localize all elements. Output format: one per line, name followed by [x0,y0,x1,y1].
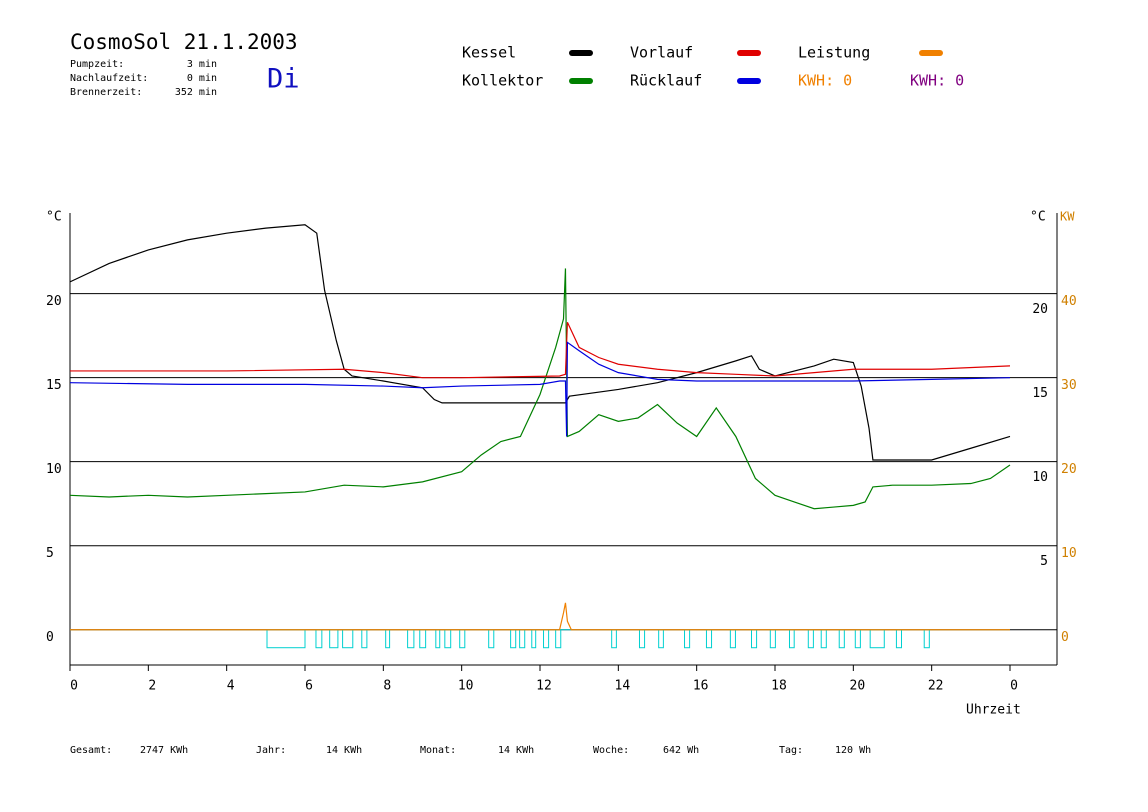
footer-value: 642 Wh [663,745,699,756]
footer-label: Woche: [593,745,629,756]
kwh-label: KWH: 0 [798,72,852,90]
footer-value: 14 KWh [326,745,362,756]
series-line [69,341,1011,437]
y2-axis-label: KW [1060,210,1075,224]
footer-value: 120 Wh [835,745,871,756]
x-tick-label: 0 [70,679,78,694]
y-right-tick-label: 15 [1032,386,1048,401]
y2-tick-label: 40 [1061,294,1077,309]
footer-label: Monat: [420,745,456,756]
series-line [70,602,1010,631]
x-tick-label: 10 [458,679,474,694]
y2-tick-label: 30 [1061,378,1077,393]
y-tick-label: 10 [46,462,62,477]
info-label: Pumpzeit: [70,59,124,70]
x-tick-label: 22 [928,679,944,694]
y2-tick-label: 10 [1061,546,1077,561]
series-line [69,268,1011,510]
kwh-label: KWH: 0 [910,72,964,90]
x-tick-label: 18 [771,679,787,694]
y2-tick-label: 0 [1061,630,1069,645]
info-label: Brennerzeit: [70,87,142,98]
weekday: Di [267,64,300,95]
footer-label: Gesamt: [70,745,112,756]
info-label: Nachlaufzeit: [70,73,148,84]
y-tick-label: 0 [46,630,54,645]
legend-label: Rücklauf [630,72,702,90]
y-tick-label: 5 [46,546,54,561]
footer-value: 14 KWh [498,745,534,756]
y-tick-label: 20 [46,294,62,309]
y-axis-label: °C [46,210,62,225]
x-tick-label: 2 [148,679,156,694]
info-value: 0 min [187,73,217,84]
x-axis-label: Uhrzeit [966,703,1021,718]
legend-label: Kollektor [462,72,543,90]
series-line [70,321,1011,379]
x-tick-label: 4 [227,679,235,694]
y-right-tick-label: 20 [1032,302,1048,317]
legend-label: Vorlauf [630,44,693,62]
legend-label: Leistung [798,44,870,62]
legend-label: Kessel [462,44,516,62]
footer-label: Jahr: [256,745,286,756]
x-tick-label: 16 [693,679,709,694]
x-tick-label: 8 [383,679,391,694]
y-tick-label: 15 [46,378,62,393]
footer-value: 2747 KWh [140,745,188,756]
x-tick-label: 12 [536,679,552,694]
info-value: 3 min [187,59,217,70]
info-value: 352 min [175,87,217,98]
x-tick-label: 20 [850,679,866,694]
x-tick-label: 14 [615,679,631,694]
footer-label: Tag: [779,745,803,756]
y2-tick-label: 20 [1061,462,1077,477]
chart-title: CosmoSol 21.1.2003 [70,30,298,54]
y2-axis-label-c: °C [1030,210,1046,225]
y-right-tick-label: 5 [1040,554,1048,569]
y-right-tick-label: 10 [1032,470,1048,485]
x-tick-label: 6 [305,679,313,694]
x-tick-label: 0 [1010,679,1018,694]
